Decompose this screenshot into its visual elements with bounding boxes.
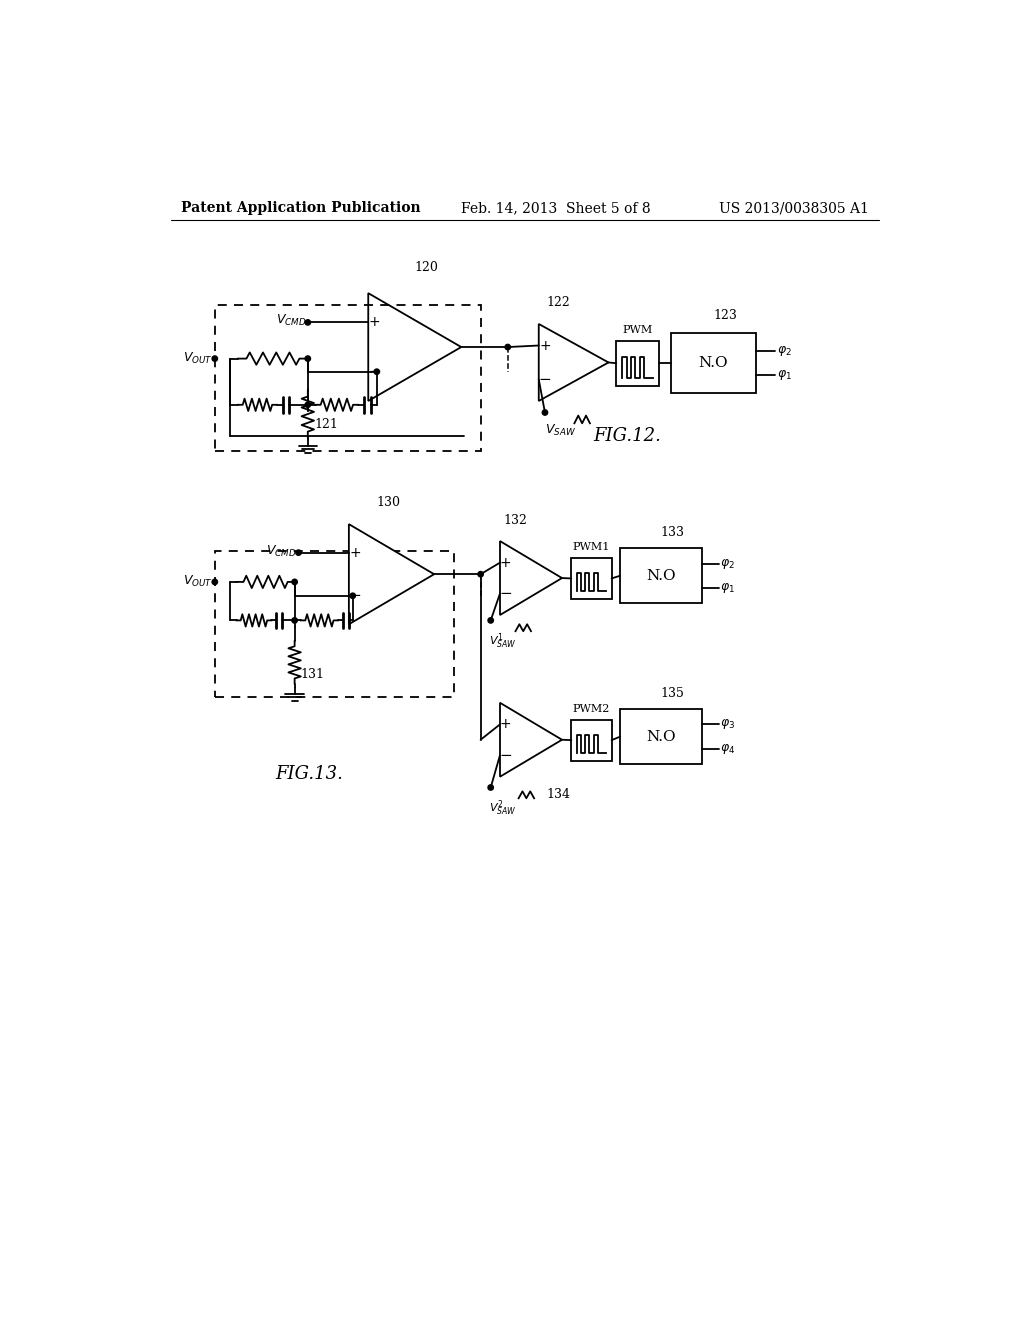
Text: FIG.12.: FIG.12. <box>593 426 660 445</box>
Text: +: + <box>349 545 360 560</box>
Polygon shape <box>500 702 562 776</box>
Text: $V_{CMD}$: $V_{CMD}$ <box>275 313 306 329</box>
Text: N.O: N.O <box>646 569 676 582</box>
Circle shape <box>350 593 355 598</box>
Text: $V_{CMD}$: $V_{CMD}$ <box>266 544 297 558</box>
Text: PWM2: PWM2 <box>572 704 610 714</box>
Text: 134: 134 <box>547 788 570 801</box>
Text: N.O: N.O <box>646 730 676 743</box>
Text: −: − <box>349 589 361 603</box>
Bar <box>621 709 701 764</box>
Circle shape <box>543 409 548 416</box>
Text: $V^1_{SAW}$: $V^1_{SAW}$ <box>489 631 517 651</box>
Text: $\varphi_2$: $\varphi_2$ <box>720 557 735 570</box>
Text: −: − <box>539 372 551 387</box>
Bar <box>215 305 480 451</box>
Text: $V_{SAW}$: $V_{SAW}$ <box>545 424 575 438</box>
Text: $\varphi_3$: $\varphi_3$ <box>720 718 735 731</box>
Text: 130: 130 <box>376 496 400 508</box>
Text: 123: 123 <box>713 309 737 322</box>
Text: FIG.13.: FIG.13. <box>275 766 343 783</box>
Circle shape <box>305 403 310 408</box>
Text: $\varphi_1$: $\varphi_1$ <box>720 581 735 595</box>
Text: $\varphi_2$: $\varphi_2$ <box>776 345 792 358</box>
Polygon shape <box>369 293 461 401</box>
Polygon shape <box>500 541 562 615</box>
Text: −: − <box>368 364 381 379</box>
Circle shape <box>296 550 301 556</box>
Text: −: − <box>499 747 512 763</box>
Bar <box>671 333 756 393</box>
Text: 122: 122 <box>547 296 570 309</box>
Circle shape <box>488 785 494 791</box>
Text: $V^2_{SAW}$: $V^2_{SAW}$ <box>489 799 517 818</box>
Circle shape <box>488 618 494 623</box>
Circle shape <box>305 356 310 362</box>
Text: 131: 131 <box>301 668 325 681</box>
Polygon shape <box>349 524 434 624</box>
Text: N.O: N.O <box>698 356 728 370</box>
Text: $\varphi_1$: $\varphi_1$ <box>776 368 792 383</box>
Bar <box>215 552 454 697</box>
Text: −: − <box>499 586 512 601</box>
Text: 132: 132 <box>504 515 527 527</box>
Text: 135: 135 <box>660 686 685 700</box>
Circle shape <box>478 572 483 577</box>
Circle shape <box>292 579 297 585</box>
Text: PWM: PWM <box>623 325 652 335</box>
Circle shape <box>212 356 217 362</box>
Text: +: + <box>369 315 380 330</box>
Text: 121: 121 <box>314 417 338 430</box>
Text: Feb. 14, 2013  Sheet 5 of 8: Feb. 14, 2013 Sheet 5 of 8 <box>461 202 651 215</box>
Text: US 2013/0038305 A1: US 2013/0038305 A1 <box>719 202 869 215</box>
Circle shape <box>374 370 380 375</box>
Bar <box>571 558 611 599</box>
Text: 133: 133 <box>660 525 685 539</box>
Text: PWM1: PWM1 <box>572 543 610 552</box>
Bar <box>616 341 658 385</box>
Text: +: + <box>500 717 511 731</box>
Circle shape <box>505 345 510 350</box>
Circle shape <box>305 319 310 325</box>
Text: Patent Application Publication: Patent Application Publication <box>180 202 420 215</box>
Circle shape <box>212 579 217 585</box>
Text: $\varphi_4$: $\varphi_4$ <box>720 742 735 756</box>
Text: $V_{OUT}$: $V_{OUT}$ <box>183 574 213 590</box>
Circle shape <box>292 618 297 623</box>
Text: +: + <box>540 338 551 352</box>
Polygon shape <box>539 323 608 401</box>
Text: 120: 120 <box>415 261 438 275</box>
Bar <box>571 719 611 760</box>
Text: $V_{OUT}$: $V_{OUT}$ <box>183 351 213 366</box>
Bar <box>621 548 701 603</box>
Text: +: + <box>500 556 511 570</box>
